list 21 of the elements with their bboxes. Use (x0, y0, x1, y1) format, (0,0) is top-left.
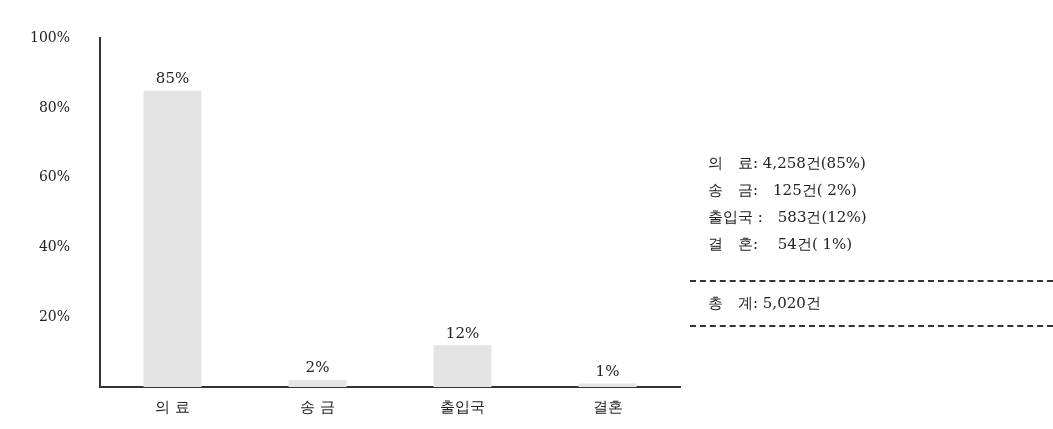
data-label: 1% (595, 361, 620, 380)
text: 총 계: 5,020건 (690, 280, 1053, 327)
bar (143, 90, 202, 387)
y-tick-label: 60% (38, 168, 71, 185)
x-tick-label: 송 금 (300, 397, 335, 416)
data-label: 85% (155, 69, 190, 88)
bar (288, 380, 347, 387)
bar (433, 345, 492, 387)
x-tick-label: 출입국 (440, 397, 486, 416)
text: 의 료: 4,258건(85%) (707, 153, 867, 174)
y-tick-label: 80% (38, 98, 71, 115)
y-tick-label: 40% (38, 238, 71, 255)
y-tick-label: 100% (29, 29, 71, 46)
x-tick-label: 의 료 (155, 397, 190, 416)
data-label: 12% (445, 323, 480, 342)
y-tick-label: 20% (38, 307, 71, 324)
text: 송 금: 125건( 2%) (707, 180, 858, 201)
x-tick-label: 결혼 (592, 397, 623, 416)
text: 결 혼: 54건( 1%) (707, 234, 854, 255)
data-label: 2% (305, 358, 330, 377)
text: 출입국 : 583건(12%) (707, 207, 868, 228)
